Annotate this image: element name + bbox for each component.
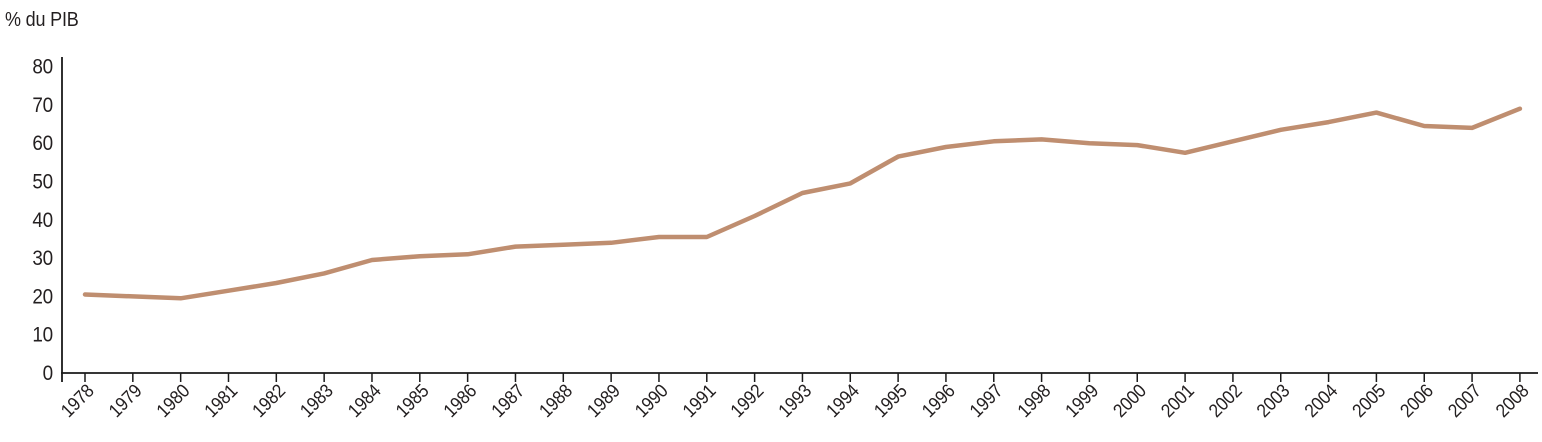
x-axis-tick-label: 1992 <box>726 380 767 421</box>
x-axis-tick-label: 1989 <box>583 380 624 421</box>
x-axis-tick-label: 1985 <box>392 380 433 421</box>
y-axis-tick-label: 80 <box>32 56 53 79</box>
x-axis-tick-label: 1983 <box>296 380 337 421</box>
data-line-series <box>82 106 1523 301</box>
x-axis-tick-label: 1991 <box>679 380 720 421</box>
y-axis-tick-label: 30 <box>32 247 53 270</box>
x-axis-tick-label: 1988 <box>535 380 576 421</box>
x-axis-tick-label: 1986 <box>439 380 480 421</box>
y-axis-tick-label: 20 <box>32 286 53 309</box>
x-axis-tick-label: 1981 <box>200 380 241 421</box>
x-axis-tick-label: 2001 <box>1157 380 1198 421</box>
x-axis-tick-label: 1998 <box>1013 380 1054 421</box>
x-axis-tick-label: 2000 <box>1109 380 1150 421</box>
x-axis-tick-label: 2003 <box>1252 380 1293 421</box>
x-axis-tick-label: 1978 <box>57 380 98 421</box>
y-axis-tick-label: 40 <box>32 209 53 232</box>
x-axis-tick-label: 1999 <box>1061 380 1102 421</box>
x-axis-tick-label: 1979 <box>105 380 146 421</box>
x-axis-tick-label: 1982 <box>248 380 289 421</box>
x-axis-tick-label: 1993 <box>774 380 815 421</box>
x-axis-tick-label: 1990 <box>631 380 672 421</box>
x-axis-tick-label: 2006 <box>1396 380 1437 421</box>
y-axis-tick-label: 10 <box>32 324 53 347</box>
x-axis-tick-label: 1984 <box>344 380 385 421</box>
x-axis-tick-label: 1994 <box>822 380 863 421</box>
y-axis-tick-label: 50 <box>32 171 53 194</box>
x-axis-tick-label: 2007 <box>1444 380 1485 421</box>
y-axis-tick-label: 0 <box>43 362 53 385</box>
x-axis-tick-label: 2008 <box>1492 380 1533 421</box>
x-axis-tick-label: 1995 <box>870 380 911 421</box>
x-axis-tick-label: 1996 <box>918 380 959 421</box>
x-axis-tick-label: 2004 <box>1300 380 1341 421</box>
x-axis-tick-label: 1987 <box>487 380 528 421</box>
x-axis-tick-label: 2002 <box>1205 380 1246 421</box>
y-axis-title: % du PIB <box>5 9 79 31</box>
x-axis-tick-label: 1980 <box>152 380 193 421</box>
x-axis-tick-label: 1997 <box>966 380 1007 421</box>
x-axis-tick-label: 2005 <box>1348 380 1389 421</box>
y-axis-tick-label: 70 <box>32 94 53 117</box>
y-axis-tick-label: 60 <box>32 132 53 155</box>
